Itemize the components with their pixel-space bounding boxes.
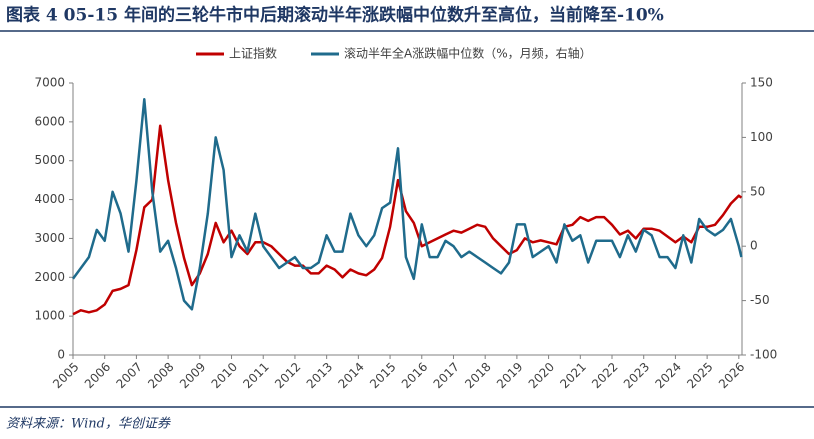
y-tick-label: 2000 (34, 270, 65, 284)
x-tick-label: 2017 (431, 360, 462, 391)
y2-tick-label: 150 (750, 76, 773, 90)
series-line (72, 124, 743, 316)
x-tick-label: 2016 (399, 360, 430, 391)
legend-label: 上证指数 (229, 46, 277, 61)
x-tick-label: 2018 (462, 360, 493, 391)
x-tick-label: 2007 (114, 360, 145, 391)
series-line (71, 98, 743, 311)
x-tick-label: 2021 (557, 360, 588, 391)
y-tick-label: 1000 (34, 309, 65, 323)
x-tick-label: 2022 (589, 360, 620, 391)
x-tick-label: 2024 (653, 360, 684, 391)
x-tick-label: 2006 (82, 360, 113, 391)
y-tick-label: 5000 (34, 153, 65, 167)
y2-tick-label: 100 (750, 130, 773, 144)
x-tick-label: 2012 (272, 360, 303, 391)
x-tick-label: 2015 (367, 360, 398, 391)
x-tick-label: 2010 (209, 360, 240, 391)
x-tick-label: 2014 (335, 360, 366, 391)
x-tick-label: 2013 (304, 360, 335, 391)
y2-tick-label: -50 (750, 293, 770, 307)
y-tick-label: 6000 (34, 114, 65, 128)
x-tick-label: 2005 (50, 360, 81, 391)
x-tick-label: 2011 (240, 360, 271, 391)
x-tick-label: 2026 (716, 360, 747, 391)
x-tick-label: 2019 (494, 360, 525, 391)
y-tick-label: 0 (57, 348, 65, 362)
chart-title: 图表 4 05-15 年间的三轮牛市中后期滚动半年涨跌幅中位数升至高位，当前降至… (6, 5, 664, 26)
y2-tick-label: -100 (750, 348, 777, 362)
x-tick-label: 2009 (177, 360, 208, 391)
y2-tick-label: 50 (750, 184, 765, 198)
legend-label: 滚动半年全A涨跌幅中位数（%，月频，右轴） (344, 46, 592, 61)
y-tick-label: 7000 (34, 76, 65, 90)
y2-tick-label: 0 (750, 239, 758, 253)
source: 资料来源：Wind，华创证券 (6, 417, 171, 432)
x-tick-label: 2023 (621, 360, 652, 391)
x-tick-label: 2020 (526, 360, 557, 391)
y-tick-label: 3000 (34, 231, 65, 245)
x-tick-label: 2025 (684, 360, 715, 391)
x-tick-label: 2008 (145, 360, 176, 391)
y-tick-label: 4000 (34, 192, 65, 206)
